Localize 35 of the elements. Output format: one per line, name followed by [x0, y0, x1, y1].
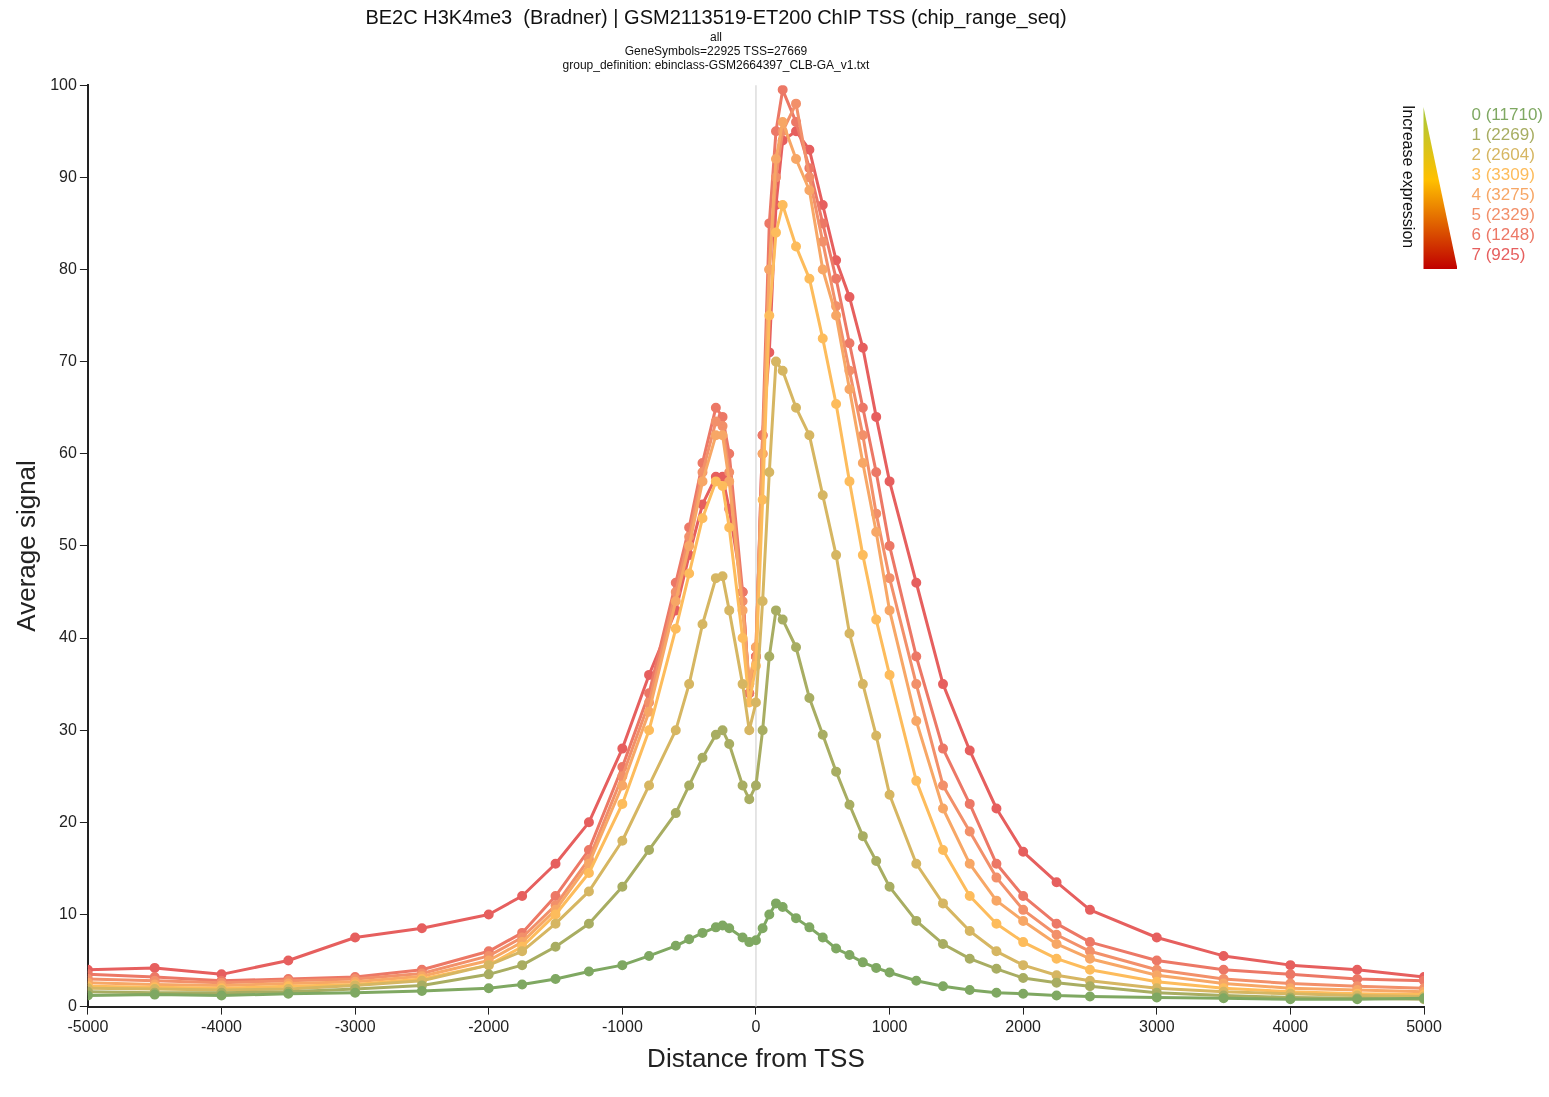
x-tick-label: -2000: [468, 1017, 510, 1035]
text: 0 (11710): [1471, 105, 1543, 125]
text: 1 (2269): [1471, 125, 1536, 145]
x-tick-label: 0: [751, 1017, 761, 1035]
text: 7 (925): [1471, 245, 1527, 265]
x-tick-label: 4000: [1272, 1017, 1309, 1035]
y-tick-label: 90: [59, 167, 77, 185]
y-tick-label: 100: [50, 75, 77, 93]
y-tick-label: 30: [59, 720, 77, 738]
text: 3 (3309): [1471, 165, 1536, 185]
y-tick-label: 40: [59, 628, 77, 646]
x-tick-label: 5000: [1406, 1017, 1442, 1035]
legend-title: Increase expression: [1399, 105, 1418, 249]
x-tick-label: -4000: [201, 1017, 243, 1035]
x-tick-label: 2000: [1005, 1017, 1042, 1035]
text: 5 (2329): [1471, 205, 1536, 225]
y-tick-label: 80: [59, 259, 77, 277]
x-axis-title: Distance from TSS: [647, 1042, 865, 1073]
x-tick-label: -1000: [601, 1017, 643, 1035]
text: 4 (3275): [1471, 185, 1536, 205]
text: 6 (1248): [1471, 225, 1536, 245]
y-axis-title: Average signal: [10, 460, 41, 632]
y-tick-label: 10: [59, 904, 77, 922]
x-tick-label: -3000: [334, 1017, 376, 1035]
chart-subtitle: all GeneSymbols=22925 TSS=27669 group_definition: ebinclass-GSM2664397_CLB-GA_v1.txt: [562, 29, 871, 73]
y-tick-label: 50: [59, 536, 77, 554]
y-tick-label: 60: [59, 444, 77, 462]
y-tick-label: 70: [59, 352, 77, 370]
text: 2 (2604): [1471, 145, 1536, 165]
chart-title: BE2C H3K4me3 (Bradner) | GSM2113519-ET200 ChIP TSS (chip_range_seq): [365, 5, 1067, 29]
y-tick-label: 20: [59, 812, 77, 830]
y-tick-label: 0: [67, 997, 77, 1015]
x-tick-label: 1000: [871, 1017, 908, 1035]
x-tick-label: 3000: [1138, 1017, 1175, 1035]
x-tick-label: -5000: [67, 1017, 109, 1035]
